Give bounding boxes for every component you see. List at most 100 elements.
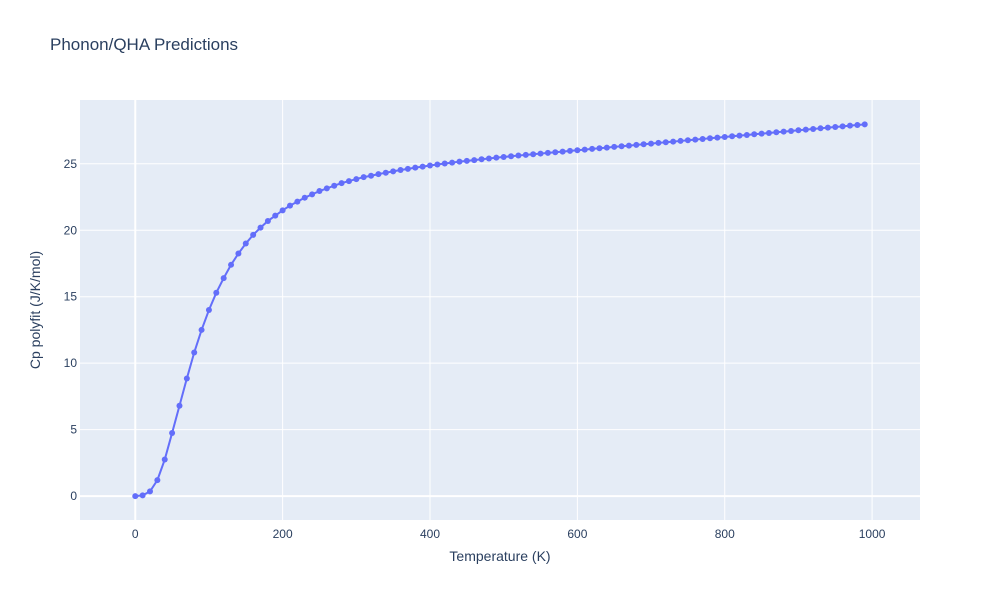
data-point[interactable] [323, 185, 330, 192]
data-point[interactable] [677, 137, 684, 144]
data-point[interactable] [662, 139, 669, 146]
data-point[interactable] [861, 121, 868, 128]
data-point[interactable] [736, 132, 743, 139]
data-point[interactable] [684, 137, 691, 144]
data-point[interactable] [522, 151, 529, 158]
data-point[interactable] [176, 402, 183, 409]
data-point[interactable] [353, 176, 360, 183]
data-point[interactable] [552, 149, 559, 156]
data-point[interactable] [670, 138, 677, 145]
data-point[interactable] [412, 164, 419, 171]
data-point[interactable] [478, 156, 485, 163]
data-point[interactable] [493, 154, 500, 161]
data-point[interactable] [449, 159, 456, 166]
data-point[interactable] [581, 146, 588, 153]
data-point[interactable] [618, 143, 625, 150]
data-point[interactable] [537, 150, 544, 157]
data-point[interactable] [854, 121, 861, 128]
data-point[interactable] [316, 188, 323, 195]
data-point[interactable] [419, 163, 426, 170]
data-point[interactable] [699, 135, 706, 142]
plot-area[interactable] [80, 100, 920, 520]
data-point[interactable] [603, 144, 610, 151]
data-point[interactable] [832, 123, 839, 130]
data-point[interactable] [758, 130, 765, 137]
data-point[interactable] [235, 250, 242, 257]
data-point[interactable] [279, 207, 286, 214]
data-point[interactable] [707, 135, 713, 142]
data-point[interactable] [795, 127, 802, 134]
series-layer[interactable] [132, 121, 868, 500]
data-point[interactable] [625, 142, 632, 149]
data-point[interactable] [382, 169, 389, 176]
data-point[interactable] [640, 141, 647, 148]
data-point[interactable] [154, 477, 161, 484]
data-point[interactable] [780, 128, 787, 135]
data-point[interactable] [287, 202, 293, 209]
data-point[interactable] [183, 375, 190, 382]
data-point[interactable] [456, 158, 463, 165]
data-point[interactable] [434, 161, 441, 168]
data-point[interactable] [721, 133, 728, 140]
data-point[interactable] [471, 157, 478, 164]
data-point[interactable] [147, 488, 153, 495]
data-point[interactable] [508, 153, 515, 160]
data-point[interactable] [574, 147, 581, 154]
data-point[interactable] [360, 174, 367, 181]
data-point[interactable] [500, 154, 507, 161]
data-point[interactable] [773, 129, 780, 136]
data-point[interactable] [824, 124, 831, 131]
data-point[interactable] [611, 143, 618, 150]
data-point[interactable] [530, 151, 537, 158]
data-point[interactable] [213, 289, 220, 296]
data-point[interactable] [397, 167, 404, 174]
data-point[interactable] [788, 127, 795, 134]
data-point[interactable] [272, 212, 279, 219]
data-point[interactable] [765, 129, 772, 136]
data-point[interactable] [463, 157, 470, 164]
data-point[interactable] [544, 149, 551, 156]
data-point[interactable] [714, 134, 721, 141]
data-point[interactable] [655, 139, 662, 146]
data-point[interactable] [250, 231, 257, 238]
data-point[interactable] [515, 152, 522, 159]
data-point[interactable] [692, 136, 699, 143]
data-point[interactable] [404, 165, 411, 172]
data-point[interactable] [264, 217, 271, 224]
data-point[interactable] [139, 492, 146, 499]
data-point[interactable] [368, 172, 375, 179]
data-point[interactable] [220, 275, 227, 282]
data-point[interactable] [132, 493, 139, 500]
data-point[interactable] [242, 240, 249, 247]
data-point[interactable] [205, 307, 212, 313]
data-point[interactable] [743, 131, 750, 138]
data-point[interactable] [294, 198, 301, 205]
data-point[interactable] [633, 141, 640, 148]
data-point[interactable] [198, 326, 205, 333]
data-point[interactable] [817, 125, 824, 132]
data-point[interactable] [729, 133, 736, 140]
data-point[interactable] [169, 429, 176, 436]
data-point[interactable] [648, 140, 655, 147]
data-point[interactable] [485, 155, 492, 162]
data-point[interactable] [161, 456, 168, 463]
data-point[interactable] [331, 182, 338, 189]
data-point[interactable] [839, 123, 846, 130]
data-point[interactable] [309, 191, 316, 198]
data-point[interactable] [559, 148, 566, 155]
data-point[interactable] [390, 168, 397, 175]
data-point[interactable] [427, 162, 433, 169]
data-point[interactable] [589, 145, 596, 152]
data-point[interactable] [751, 131, 758, 138]
data-point[interactable] [257, 224, 264, 231]
data-point[interactable] [375, 171, 382, 178]
data-point[interactable] [228, 261, 235, 268]
data-point[interactable] [338, 180, 345, 187]
data-point[interactable] [596, 145, 603, 152]
data-point[interactable] [567, 147, 573, 154]
data-point[interactable] [441, 160, 448, 167]
data-point[interactable] [810, 125, 817, 132]
data-point[interactable] [345, 178, 352, 185]
data-point[interactable] [802, 126, 809, 133]
data-point[interactable] [191, 349, 198, 356]
